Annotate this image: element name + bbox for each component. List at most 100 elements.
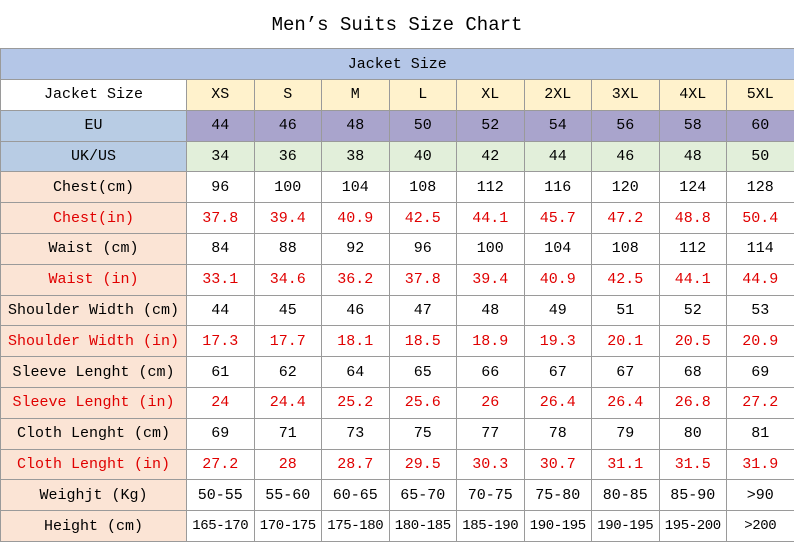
table-row: Jacket Size XS S M L XL 2XL 3XL 4XL 5XL	[0, 79, 794, 111]
cell: 61	[186, 356, 255, 388]
row-label: Chest(cm)	[0, 171, 187, 204]
cell: 44	[186, 294, 255, 327]
cell: 46	[591, 140, 660, 173]
cell: 30.3	[456, 448, 525, 481]
cell: 17.3	[186, 325, 255, 358]
table-row: Cloth Lenght (cm) 69 71 73 75 77 78 79 80 81	[0, 417, 794, 450]
cell: 27.2	[726, 386, 794, 419]
cell: 104	[523, 232, 592, 265]
row-label: Sleeve Lenght (in)	[0, 386, 187, 419]
table-row: EU 44 46 48 50 52 54 56 58 60	[0, 109, 794, 142]
cell: 170-175	[253, 510, 322, 542]
cell: 50.4	[726, 202, 794, 234]
cell: 108	[591, 232, 660, 265]
cell: 54	[523, 109, 592, 142]
cell: 50	[726, 140, 794, 173]
cell: 79	[591, 417, 660, 450]
table-row: Sleeve Lenght (in) 24 24.4 25.2 25.6 26 26.4 26…	[0, 386, 794, 419]
cell: 3XL	[591, 79, 660, 111]
size-table: Jacket Size Jacket Size XS S M L XL 2XL 3XL 4XL 5…	[0, 48, 794, 542]
table-row: Shoulder Width (cm) 44 45 46 47 48 49 51 52 53	[0, 294, 794, 327]
table-row: Sleeve Lenght (cm) 61 62 64 65 66 67 67 68 69	[0, 356, 794, 388]
cell: 195-200	[658, 510, 727, 542]
cell: 26.4	[591, 386, 660, 419]
cell: 67	[591, 356, 660, 388]
cell: XS	[186, 79, 255, 111]
cell: 60-65	[321, 479, 390, 512]
cell: 40.9	[523, 263, 592, 296]
cell: 65	[388, 356, 457, 388]
cell: XL	[456, 79, 525, 111]
cell: 120	[591, 171, 660, 204]
cell: 69	[726, 356, 794, 388]
cell: 71	[253, 417, 322, 450]
cell: 100	[456, 232, 525, 265]
cell: 104	[321, 171, 390, 204]
cell: 52	[456, 109, 525, 142]
cell: 18.5	[388, 325, 457, 358]
cell: 5XL	[726, 79, 794, 111]
cell: 50-55	[186, 479, 255, 512]
cell: 42.5	[388, 202, 457, 234]
cell: 44	[186, 109, 255, 142]
table-row: Weighjt (Kg) 50-55 55-60 60-65 65-70 70-75 75-…	[0, 479, 794, 512]
cell: 19.3	[523, 325, 592, 358]
cell: 49	[523, 294, 592, 327]
cell: 46	[253, 109, 322, 142]
cell: 44.1	[456, 202, 525, 234]
cell: 20.1	[591, 325, 660, 358]
cell: 73	[321, 417, 390, 450]
row-label: UK/US	[0, 140, 187, 173]
cell: 44.1	[658, 263, 727, 296]
cell: 58	[658, 109, 727, 142]
cell: 75-80	[523, 479, 592, 512]
cell: 44.9	[726, 263, 794, 296]
cell: 4XL	[658, 79, 727, 111]
row-label: Shoulder Width (cm)	[0, 294, 187, 327]
title: Men’s Suits Size Chart	[271, 14, 523, 36]
table-body: Jacket Size Jacket Size XS S M L XL 2XL 3XL 4XL 5…	[0, 48, 794, 542]
row-label: Shoulder Width (in)	[0, 325, 187, 358]
table-row: Chest(in) 37.8 39.4 40.9 42.5 44.1 45.7 47.2 48.…	[0, 202, 794, 234]
cell: 25.6	[388, 386, 457, 419]
row-label: Height (cm)	[0, 510, 187, 542]
cell: 24	[186, 386, 255, 419]
cell: 69	[186, 417, 255, 450]
table-row: UK/US 34 36 38 40 42 44 46 48 50	[0, 140, 794, 173]
cell: 175-180	[321, 510, 390, 542]
table-row: Height (cm) 165-170 170-175 175-180 180-185 1…	[0, 510, 794, 542]
cell: 60	[726, 109, 794, 142]
row-label: Waist (in)	[0, 263, 187, 296]
cell: 44	[523, 140, 592, 173]
cell: 124	[658, 171, 727, 204]
cell: 30.7	[523, 448, 592, 481]
cell: 48.8	[658, 202, 727, 234]
cell: 80	[658, 417, 727, 450]
cell: 26.4	[523, 386, 592, 419]
table-row: Waist (cm) 84 88 92 96 100 104 108 112 114	[0, 232, 794, 265]
cell: 31.5	[658, 448, 727, 481]
table-row: Waist (in) 33.1 34.6 36.2 37.8 39.4 40.9 42.5 44…	[0, 263, 794, 296]
cell: 48	[456, 294, 525, 327]
cell: M	[321, 79, 390, 111]
cell: 36	[253, 140, 322, 173]
cell: 50	[388, 109, 457, 142]
cell: 20.5	[658, 325, 727, 358]
cell: S	[253, 79, 322, 111]
cell: 100	[253, 171, 322, 204]
cell: 40	[388, 140, 457, 173]
row-label: Cloth Lenght (in)	[0, 448, 187, 481]
cell: 33.1	[186, 263, 255, 296]
cell: 27.2	[186, 448, 255, 481]
cell: 36.2	[321, 263, 390, 296]
table-row: Chest(cm) 96 100 104 108 112 116 120 124 128	[0, 171, 794, 204]
cell: 190-195	[591, 510, 660, 542]
cell: 24.4	[253, 386, 322, 419]
cell: 46	[321, 294, 390, 327]
cell: 47.2	[591, 202, 660, 234]
row-label: Cloth Lenght (cm)	[0, 417, 187, 450]
table-row: Shoulder Width (in) 17.3 17.7 18.1 18.5 18.9 1…	[0, 325, 794, 358]
cell: 116	[523, 171, 592, 204]
cell: >90	[726, 479, 794, 512]
